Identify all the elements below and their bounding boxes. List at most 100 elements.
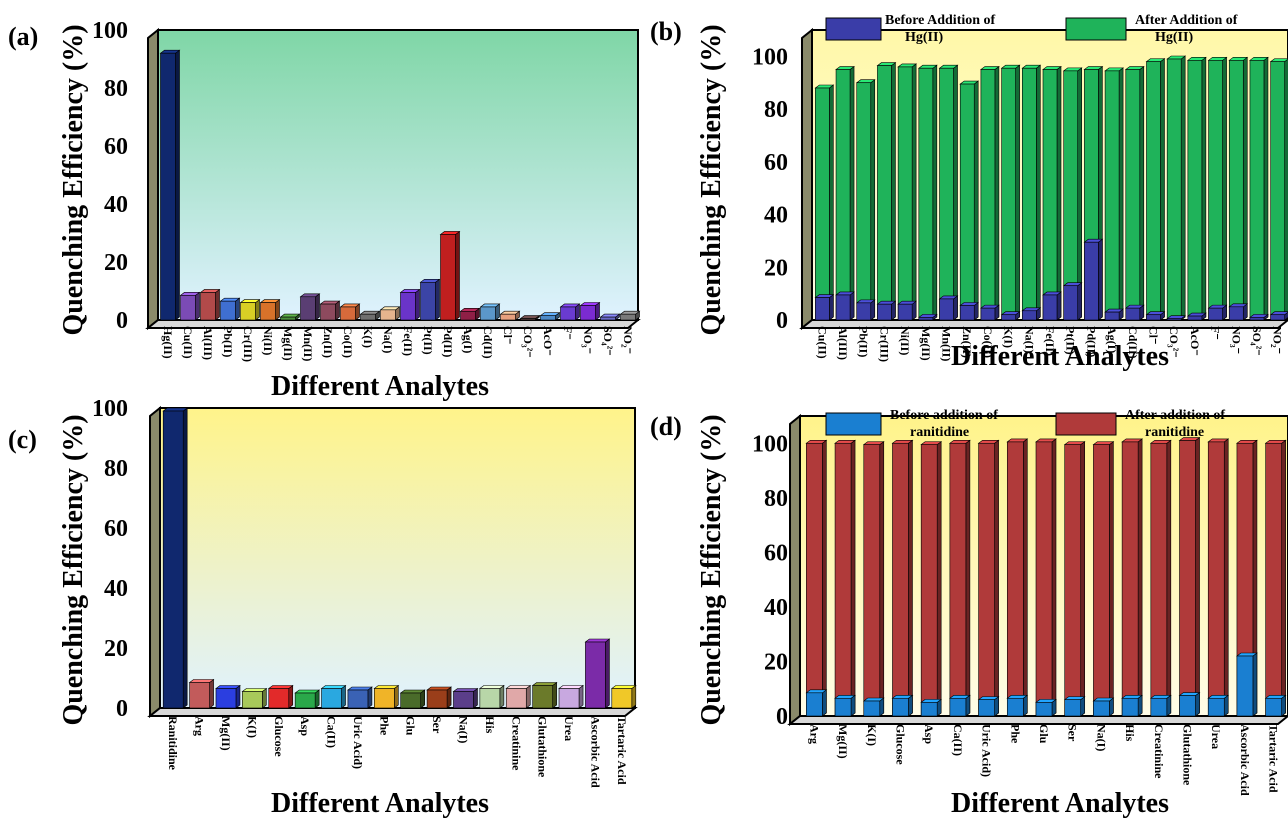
- bar-side: [1137, 694, 1143, 717]
- category-label: Glu: [404, 716, 418, 736]
- bar-side: [994, 439, 999, 717]
- bar-top: [948, 439, 971, 444]
- bar-face: [360, 313, 376, 321]
- category-label: Mg(II): [919, 326, 933, 361]
- bar-face: [340, 306, 356, 321]
- bar-face: [920, 702, 938, 717]
- bar-before: [977, 696, 1000, 717]
- bar-side: [1281, 439, 1286, 717]
- panel-label: (c): [8, 425, 37, 454]
- bar-top: [478, 685, 505, 689]
- bar-side: [552, 681, 557, 709]
- bar-side: [215, 288, 220, 321]
- bar-face: [426, 689, 448, 709]
- legend-swatch-after: [1055, 412, 1117, 436]
- bar: [320, 684, 347, 709]
- bar: [399, 689, 426, 709]
- bar-side: [994, 65, 1000, 321]
- bar-after: [959, 80, 980, 321]
- bar-before: [1228, 303, 1249, 321]
- bar-face: [897, 66, 913, 321]
- bar-face: [1150, 697, 1168, 717]
- bar-before: [1083, 238, 1104, 321]
- category-label: Glutathione: [1181, 724, 1195, 786]
- category-label: AcO⁻: [1188, 326, 1202, 356]
- category-label: NO₂⁻: [621, 326, 635, 354]
- legend-line: Before Addition of: [885, 13, 996, 28]
- category-label: His: [483, 716, 497, 734]
- bar-after: [834, 439, 856, 717]
- bar-face: [1270, 61, 1285, 321]
- category-label: Cu(II): [815, 326, 829, 359]
- y-tick-label: 40: [104, 576, 128, 602]
- bar-after: [1228, 56, 1249, 321]
- bar-after: [1249, 56, 1269, 321]
- bar-face: [585, 641, 606, 709]
- bar-side: [1166, 694, 1172, 717]
- bar-before: [1249, 313, 1269, 321]
- bar-side: [415, 288, 420, 321]
- bar-side: [850, 439, 856, 717]
- bar-face: [897, 303, 913, 321]
- bar-face: [877, 65, 892, 321]
- bar-side: [870, 79, 876, 321]
- bar-side: [1160, 58, 1165, 321]
- legend-line: After addition of: [1125, 408, 1225, 423]
- plot-area: [157, 29, 639, 321]
- bar-top: [920, 699, 943, 703]
- bar-top: [1149, 439, 1172, 444]
- bar-face: [600, 316, 616, 321]
- bar: [439, 230, 461, 321]
- bar-after: [1000, 64, 1021, 321]
- bar-face: [806, 692, 823, 717]
- category-label: His: [1123, 724, 1137, 742]
- bar-face: [320, 303, 336, 321]
- bar: [239, 299, 261, 321]
- category-label: Pd(II): [441, 326, 455, 357]
- bar: [505, 684, 532, 709]
- bar-side: [446, 686, 452, 709]
- bar-side: [870, 299, 876, 321]
- bar-face: [892, 697, 909, 717]
- category-label: Al(III): [836, 326, 850, 360]
- category-label: NO₃⁻: [581, 326, 595, 354]
- bar-side: [235, 297, 240, 321]
- bar-after: [917, 64, 938, 321]
- category-label: Zn(II): [960, 326, 974, 358]
- bar-side: [1022, 694, 1028, 717]
- bar-before: [855, 299, 876, 321]
- category-label: Na(I): [456, 716, 470, 743]
- bar-after: [1166, 55, 1187, 321]
- category-label: Pb(II): [857, 326, 871, 357]
- bar-face: [949, 697, 967, 717]
- bar: [610, 684, 637, 709]
- panel-label: (a): [8, 22, 38, 51]
- bar-after: [855, 79, 876, 321]
- bar-top: [347, 686, 373, 691]
- bar-side: [822, 689, 827, 717]
- category-label: Cl⁻: [1146, 326, 1160, 344]
- bar: [619, 310, 641, 321]
- bar-face: [268, 688, 290, 709]
- bar-face: [1125, 69, 1141, 321]
- bar-side: [631, 684, 637, 709]
- bar-face: [892, 442, 909, 717]
- bar-side: [1137, 438, 1143, 717]
- bar-top: [1063, 696, 1086, 700]
- bar-face: [242, 691, 263, 709]
- bar-after: [1104, 67, 1124, 321]
- bar-after: [1236, 439, 1258, 717]
- bar-side: [1118, 67, 1124, 321]
- legend-line: ranitidine: [910, 425, 969, 440]
- y-tick-label: 0: [776, 308, 788, 334]
- bar-side: [965, 694, 971, 717]
- y-tick-label: 40: [764, 203, 788, 229]
- bar-before: [814, 293, 835, 321]
- bar-face: [160, 52, 176, 321]
- bar-face: [200, 292, 216, 321]
- bar-after: [1092, 441, 1115, 717]
- bar-side: [891, 61, 896, 321]
- legend-line: Hg(II): [905, 30, 943, 45]
- bar-face: [1035, 702, 1053, 717]
- bar-face: [1084, 241, 1099, 321]
